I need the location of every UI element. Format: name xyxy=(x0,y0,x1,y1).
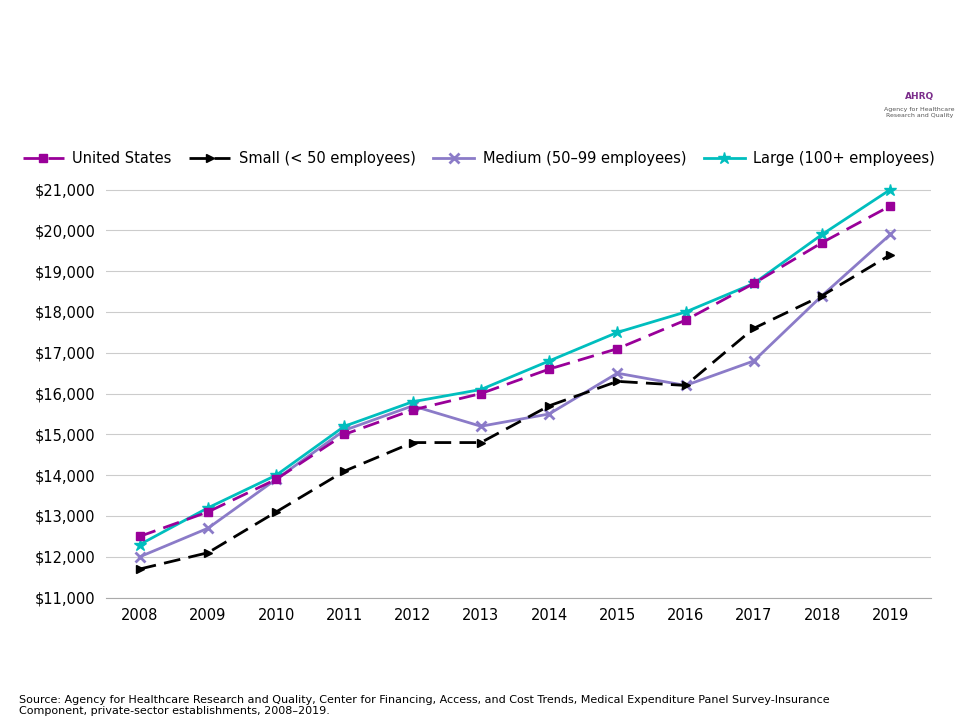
Text: Source: Agency for Healthcare Research and Quality, Center for Financing, Access: Source: Agency for Healthcare Research a… xyxy=(19,695,829,716)
Legend: United States, Small (< 50 employees), Medium (50–99 employees), Large (100+ emp: United States, Small (< 50 employees), M… xyxy=(17,145,941,172)
Text: Figure 8. Average total family premium per enrolled private-sector: Figure 8. Average total family premium p… xyxy=(67,33,778,52)
Ellipse shape xyxy=(826,0,960,256)
Text: AHRQ: AHRQ xyxy=(905,91,934,101)
Text: Agency for Healthcare
Research and Quality: Agency for Healthcare Research and Quali… xyxy=(884,107,955,118)
Text: employee, overall and by firm size, 2008–2019: employee, overall and by firm size, 2008… xyxy=(177,83,668,102)
